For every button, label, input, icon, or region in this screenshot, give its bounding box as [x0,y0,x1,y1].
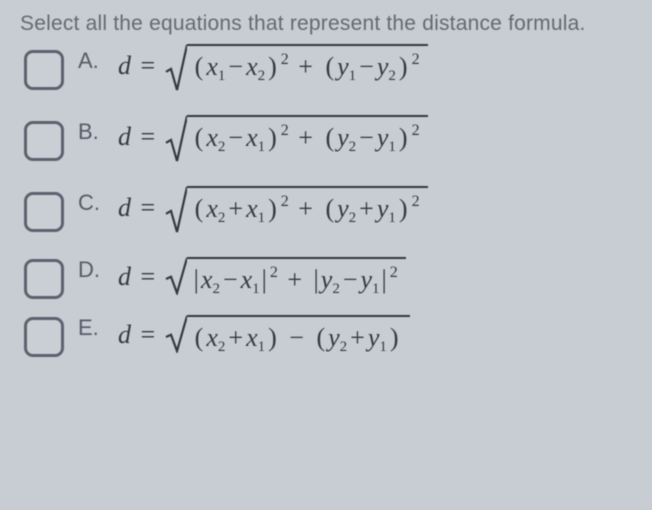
option-row: C.d = (x2+x1)2 + (y2+y1)2 [24,186,634,235]
option-row: A.d = (x1−x2)2 + (y1−y2)2 [24,44,634,93]
option-checkbox[interactable] [24,259,64,299]
option-equation: d = |x2−x1|2 + |y2−y1|2 [118,257,406,301]
option-equation: d = (x2+x1)2 + (y2+y1)2 [118,186,428,235]
option-checkbox[interactable] [24,121,64,161]
option-row: D.d = |x2−x1|2 + |y2−y1|2 [24,257,634,301]
option-equation: d = (x2−x1)2 + (y2−y1)2 [118,115,428,164]
option-letter: E. [64,315,118,341]
option-row: B.d = (x2−x1)2 + (y2−y1)2 [24,115,634,164]
option-checkbox[interactable] [24,50,64,90]
option-equation: d = (x1−x2)2 + (y1−y2)2 [118,44,428,93]
option-checkbox[interactable] [24,192,64,232]
option-letter: A. [64,44,118,74]
question-prompt: Select all the equations that represent … [20,12,634,36]
option-row: E.d = (x2+x1) − (y2+y1) [24,315,634,359]
option-checkbox[interactable] [24,317,64,357]
option-letter: D. [64,257,118,283]
option-equation: d = (x2+x1) − (y2+y1) [118,315,410,359]
options-list: A.d = (x1−x2)2 + (y1−y2)2B.d = (x2−x1)2 … [18,44,634,360]
option-letter: B. [64,115,118,145]
option-letter: C. [64,186,118,216]
